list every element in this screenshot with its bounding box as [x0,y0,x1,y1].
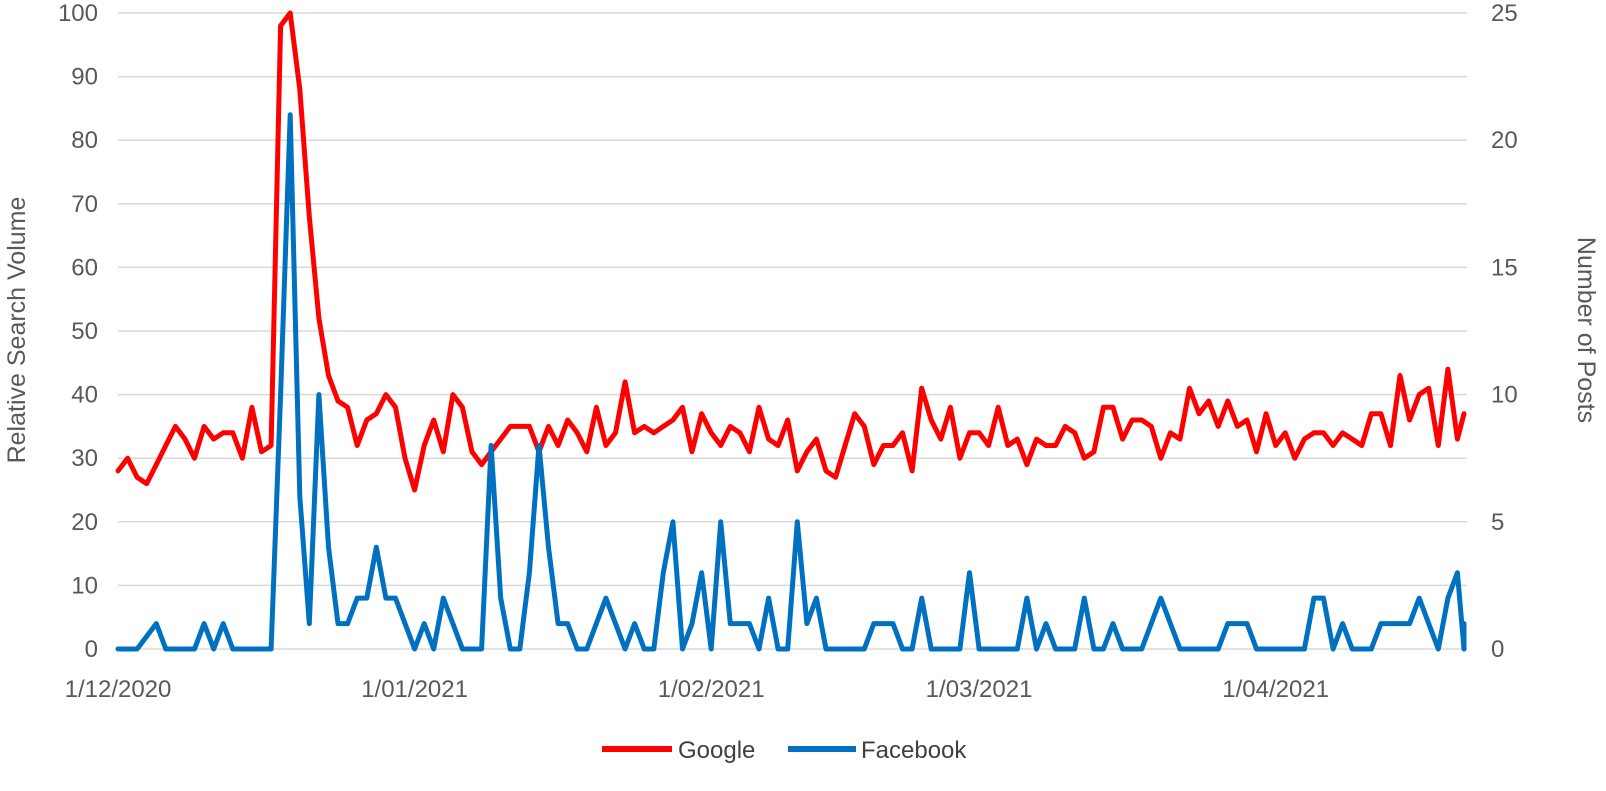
y-left-tick-label: 60 [71,254,98,281]
y-left-tick-label: 0 [85,636,98,663]
legend-label-facebook: Facebook [861,737,967,764]
y-left-tick-label: 50 [71,318,98,345]
y-right-tick-label: 25 [1491,0,1518,27]
y-left-tick-label: 40 [71,382,98,409]
series-line-facebook [115,112,1467,652]
x-tick-label: 1/12/2020 [65,676,172,703]
y-axis-left-title: Relative Search Volume [3,197,31,464]
legend-label-google: Google [678,737,755,764]
y-right-tick-label: 10 [1491,382,1518,409]
y-right-tick-label: 20 [1491,127,1518,154]
y-right-tick-label: 0 [1491,636,1504,663]
right-axis-ticks: 0 5 10 15 20 25 [1491,0,1518,663]
y-axis-right-title: Number of Posts [1572,237,1600,423]
series-line-google [115,10,1467,493]
gridlines [118,12,1467,650]
x-tick-label: 1/03/2021 [926,676,1033,703]
y-left-tick-label: 10 [71,572,98,599]
legend: Google Facebook [602,737,967,764]
y-left-tick-label: 90 [71,64,98,91]
y-right-tick-label: 15 [1491,254,1518,281]
x-tick-label: 1/04/2021 [1222,676,1329,703]
x-tick-label: 1/02/2021 [658,676,765,703]
left-axis-ticks: 0 10 20 30 40 50 60 70 80 90 100 [58,0,98,663]
x-tick-label: 1/01/2021 [361,676,468,703]
y-left-tick-label: 30 [71,445,98,472]
y-left-tick-label: 80 [71,127,98,154]
x-axis-ticks: 1/12/2020 1/01/2021 1/02/2021 1/03/2021 1/04… [65,676,1329,703]
series-layer [115,10,1467,652]
y-left-tick-label: 20 [71,509,98,536]
y-right-tick-label: 5 [1491,509,1504,536]
y-left-tick-label: 100 [58,0,98,27]
y-left-tick-label: 70 [71,191,98,218]
